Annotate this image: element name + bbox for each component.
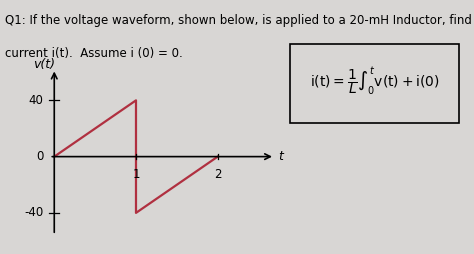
Text: 1: 1 (132, 168, 140, 181)
Text: 0: 0 (36, 150, 44, 163)
Text: -40: -40 (24, 207, 44, 219)
Text: $\mathrm{i(t)} = \dfrac{1}{L}\int_{0}^{t}\mathrm{v(t)} + \mathrm{i(0)}$: $\mathrm{i(t)} = \dfrac{1}{L}\int_{0}^{t… (310, 65, 439, 97)
Text: 2: 2 (214, 168, 221, 181)
Text: 40: 40 (29, 94, 44, 107)
Text: v(t): v(t) (34, 57, 55, 71)
FancyBboxPatch shape (290, 44, 459, 123)
Text: t: t (278, 150, 283, 163)
Text: current i(t).  Assume i (0) = 0.: current i(t). Assume i (0) = 0. (5, 47, 182, 60)
Text: Q1: If the voltage waveform, shown below, is applied to a 20-mH Inductor, find t: Q1: If the voltage waveform, shown below… (5, 14, 474, 27)
